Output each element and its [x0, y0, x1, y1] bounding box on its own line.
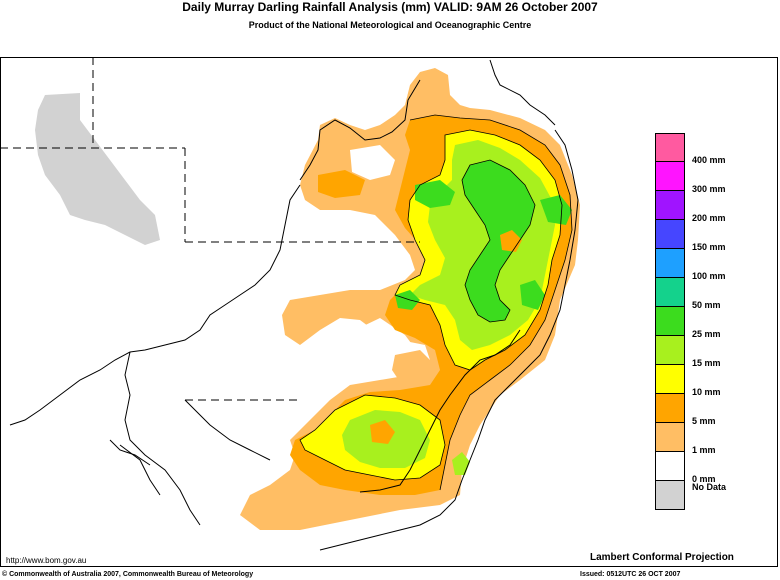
rain-zone-5mm-patch — [500, 230, 522, 252]
legend-row: 5 mm — [655, 394, 775, 426]
rain-zone-0mm-hole — [350, 145, 395, 180]
rain-zone-25mm-d — [540, 195, 572, 225]
rain-zone-15mm-east — [452, 452, 470, 475]
legend-label: 1 mm — [692, 445, 716, 455]
legend-swatch — [655, 191, 685, 220]
legend-row: 25 mm — [655, 307, 775, 339]
coastline — [119, 259, 571, 551]
legend-swatch — [655, 481, 685, 510]
no-data-region — [35, 93, 160, 245]
legend-swatch — [655, 423, 685, 452]
legend-row: 300 mm — [655, 162, 775, 194]
legend-swatch — [655, 278, 685, 307]
source-url[interactable]: http://www.bom.gov.au — [6, 556, 87, 565]
legend-label: 10 mm — [692, 387, 721, 397]
legend-swatch — [655, 162, 685, 191]
legend-row: 50 mm — [655, 278, 775, 310]
legend-row: 400 mm — [655, 133, 775, 165]
map-title: Daily Murray Darling Rainfall Analysis (… — [182, 0, 598, 14]
legend-swatch — [655, 133, 685, 162]
legend-label: 100 mm — [692, 271, 726, 281]
projection-label: Lambert Conformal Projection — [590, 552, 734, 563]
legend-label: 400 mm — [692, 155, 726, 165]
legend-label: 25 mm — [692, 329, 721, 339]
rainfall-map — [0, 57, 580, 551]
legend-label: 15 mm — [692, 358, 721, 368]
legend-row: 15 mm — [655, 336, 775, 368]
issued-timestamp: Issued: 0512UTC 26 OCT 2007 — [580, 571, 681, 578]
basin-boundary — [9, 59, 579, 526]
legend-label: 300 mm — [692, 184, 726, 194]
legend-label: 200 mm — [692, 213, 726, 223]
legend-label: 50 mm — [692, 300, 721, 310]
rain-zone-25mm-c — [395, 290, 420, 310]
legend-row: 10 mm — [655, 365, 775, 397]
rain-zone-5mm-patch-2 — [370, 420, 395, 444]
rain-zone-25mm-e — [520, 280, 545, 310]
legend-label: 150 mm — [692, 242, 726, 252]
legend-swatch — [655, 452, 685, 481]
legend-row: No Data — [655, 481, 775, 510]
legend-row: 150 mm — [655, 220, 775, 252]
legend-swatch — [655, 307, 685, 336]
legend-swatch — [655, 336, 685, 365]
legend-row: 100 mm — [655, 249, 775, 281]
rain-zone-5mm-small — [318, 170, 365, 198]
rainfall-legend: 400 mm 300 mm 200 mm 150 mm 100 mm 50 mm 25 mm… — [655, 133, 775, 510]
legend-swatch — [655, 220, 685, 249]
legend-label: 0 mm — [692, 474, 716, 484]
legend-label: 5 mm — [692, 416, 716, 426]
map-subtitle: Product of the National Meteorological a… — [248, 20, 532, 30]
copyright-text: © Commonwealth of Australia 2007, Common… — [2, 571, 254, 578]
legend-swatch — [655, 249, 685, 278]
rain-zone-25mm-b — [415, 180, 455, 208]
rain-zone-25mm — [462, 160, 535, 322]
legend-swatch — [655, 394, 685, 423]
legend-row: 200 mm — [655, 191, 775, 223]
rain-zone-1mm-inset — [392, 350, 435, 382]
legend-swatch — [655, 365, 685, 394]
rainfall-contours — [299, 114, 573, 491]
map-frame — [0, 57, 778, 567]
legend-row: 0 mm — [655, 452, 775, 484]
state-borders — [0, 57, 420, 401]
legend-label: No Data — [692, 482, 727, 492]
legend-row: 1 mm — [655, 423, 775, 455]
